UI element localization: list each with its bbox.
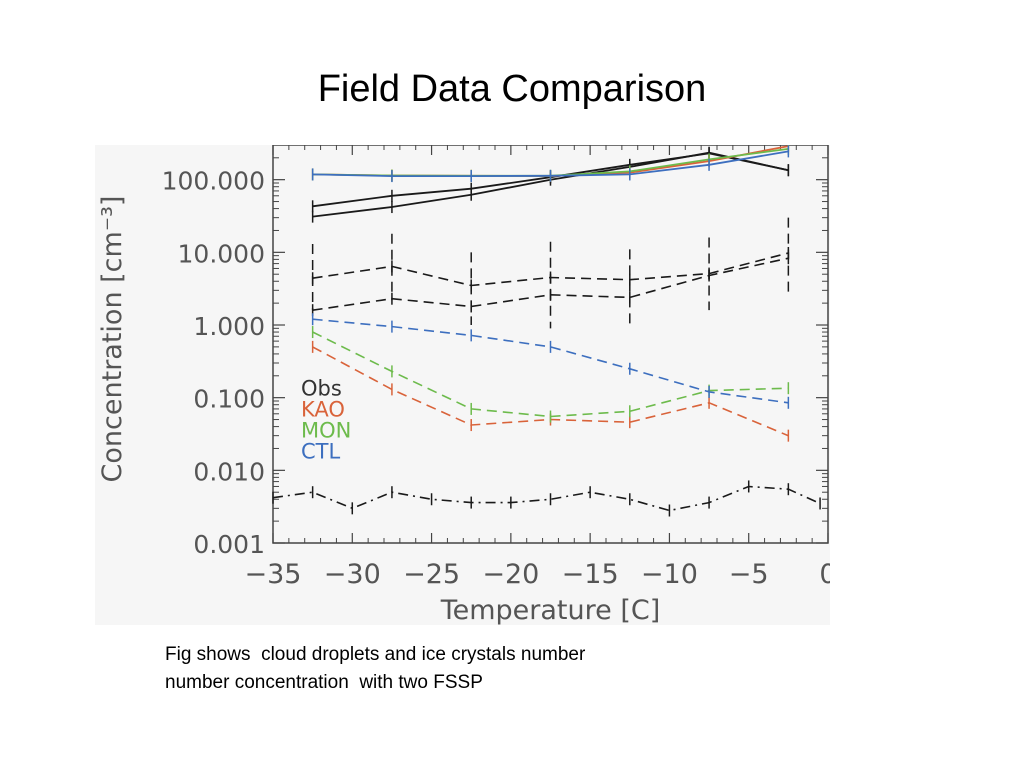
x-tick-label: −25 bbox=[403, 559, 460, 590]
series-mon-dashed bbox=[311, 326, 790, 423]
y-tick-label: 0.001 bbox=[193, 530, 265, 559]
figure-panel: −35 −30 −25 −20 −15 −10 −5 0 0.001 0.010 0.100 1.00… bbox=[95, 145, 830, 625]
series-line bbox=[272, 485, 821, 512]
legend-entry-ctl: CTL bbox=[301, 440, 340, 464]
x-tick-label: −10 bbox=[641, 559, 698, 590]
x-tick-label: −20 bbox=[482, 559, 539, 590]
legend-entry-kao: KAO bbox=[301, 398, 345, 422]
series-obs-dashdot bbox=[272, 480, 821, 517]
x-tick-label: 0 bbox=[819, 559, 830, 590]
legend-entry-mon: MON bbox=[301, 419, 351, 443]
slide-title: Field Data Comparison bbox=[317, 68, 707, 110]
y-tick-label: 0.100 bbox=[193, 385, 265, 414]
plot-frame bbox=[272, 145, 829, 544]
y-axis-label: Concentration [cm⁻³] bbox=[97, 196, 128, 483]
caption-line-1: Fig shows cloud droplets and ice crystal… bbox=[165, 644, 586, 665]
x-tick-label: −30 bbox=[324, 559, 381, 590]
figure-caption: Fig shows cloud droplets and ice crystal… bbox=[165, 641, 725, 697]
series-ctl-dashed bbox=[311, 313, 790, 409]
y-tick-label: 1.000 bbox=[193, 312, 265, 341]
y-tick-label: 100.000 bbox=[162, 167, 265, 196]
y-tick-label: 0.010 bbox=[193, 457, 265, 486]
series-ctl-solid bbox=[311, 145, 790, 183]
x-tick-label: −35 bbox=[245, 559, 302, 590]
series-kao-dashed bbox=[311, 340, 790, 442]
x-tick-label: −15 bbox=[562, 559, 619, 590]
legend-entry-obs: Obs bbox=[301, 377, 342, 401]
x-tick-label: −5 bbox=[729, 559, 769, 590]
y-tick-label: 10.000 bbox=[178, 239, 265, 268]
caption-line-2: number concentration with two FSSP bbox=[165, 672, 483, 693]
concentration-chart: −35 −30 −25 −20 −15 −10 −5 0 0.001 0.010 0.100 1.00… bbox=[97, 145, 830, 625]
x-axis-label: Temperature [C] bbox=[440, 595, 661, 625]
